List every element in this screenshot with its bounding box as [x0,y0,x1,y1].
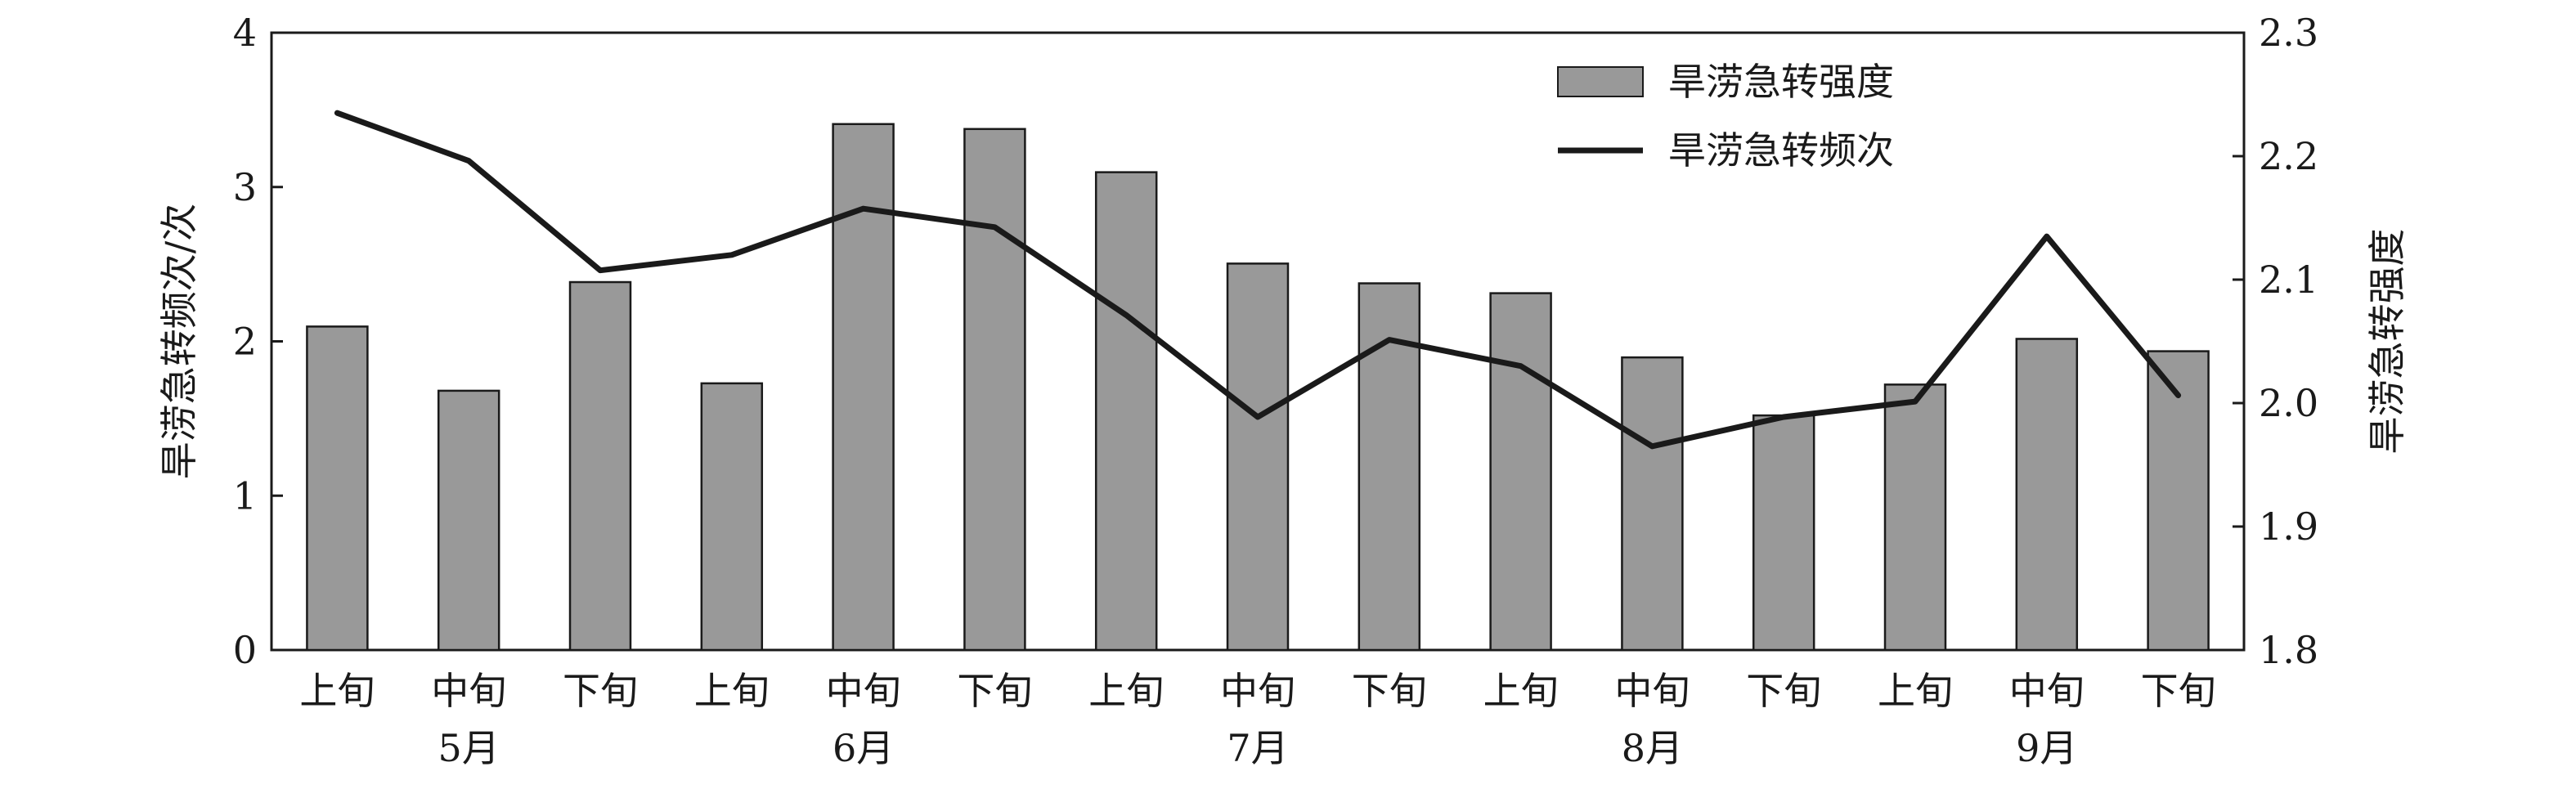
x-tick-label: 上旬 [694,669,770,713]
right-tick-label: 2.2 [2259,134,2318,178]
bar [1883,383,1947,652]
x-tick-label: 中旬 [1614,669,1690,713]
bar [437,389,500,652]
frequency-line [334,110,2182,450]
right-tick-label: 2.1 [2259,258,2318,302]
left-tick-label: 0 [233,628,257,672]
bar [306,325,369,652]
x-tick-label: 下旬 [957,669,1032,713]
x-tick-label: 中旬 [2009,669,2085,713]
legend-label-frequency: 旱涝急转频次 [1668,128,1894,173]
bar-series-intensity [306,123,2210,652]
right-axis-title: 旱涝急转强度 [2365,229,2409,455]
legend-label-intensity: 旱涝急转强度 [1668,60,1894,104]
right-tick-label: 2.3 [2259,11,2318,55]
legend-swatch-intensity [1557,66,1644,97]
x-tick-label: 上旬 [1483,669,1559,713]
left-tick-label: 3 [233,165,257,209]
x-tick-label: 上旬 [1088,669,1164,713]
x-tick-label: 下旬 [1352,669,1427,713]
x-tick-label: 中旬 [1220,669,1295,713]
left-y-axis: 0 1 2 3 4 [233,11,283,672]
bar [1752,414,1815,652]
bar [568,280,632,652]
bar [2147,350,2210,652]
month-label: 6月 [832,726,894,770]
right-tick-label: 1.9 [2259,504,2318,549]
left-axis-title: 旱涝急转频次/次 [157,204,201,480]
right-y-axis: 1.8 1.9 2.0 2.1 2.2 2.3 [2233,11,2318,672]
bar [1226,262,1290,652]
x-tick-label: 下旬 [563,669,638,713]
x-tick-label: 上旬 [1878,669,1953,713]
right-tick-label: 1.8 [2259,628,2318,672]
x-tick-label: 下旬 [1746,669,1821,713]
month-label: 5月 [438,726,500,770]
left-tick-label: 4 [233,11,257,55]
month-label: 8月 [1622,726,1683,770]
month-label: 7月 [1227,726,1288,770]
bar [1621,356,1684,652]
bar [700,382,764,652]
bar [963,128,1026,652]
x-tick-label: 上旬 [299,669,375,713]
right-tick-label: 2.0 [2259,381,2318,425]
bar [1094,171,1158,652]
month-label: 9月 [2016,726,2077,770]
plot-area [270,31,2246,652]
left-tick-label: 1 [233,473,257,518]
bar [2015,338,2079,652]
x-tick-label: 下旬 [2141,669,2216,713]
bar [1489,292,1552,652]
legend: 旱涝急转强度 旱涝急转频次 [1557,60,1894,173]
bar [832,123,895,652]
x-tick-label: 中旬 [826,669,901,713]
x-tick-label: 中旬 [431,669,506,713]
x-axis: 上旬 中旬 下旬 上旬 中旬 下旬 上旬 中旬 下旬 上旬 中旬 下旬 上旬 中旬 下旬 5月 6月 7月 8月 9月 [299,669,2215,770]
line-series-frequency [334,110,2182,450]
left-tick-label: 2 [233,320,257,364]
